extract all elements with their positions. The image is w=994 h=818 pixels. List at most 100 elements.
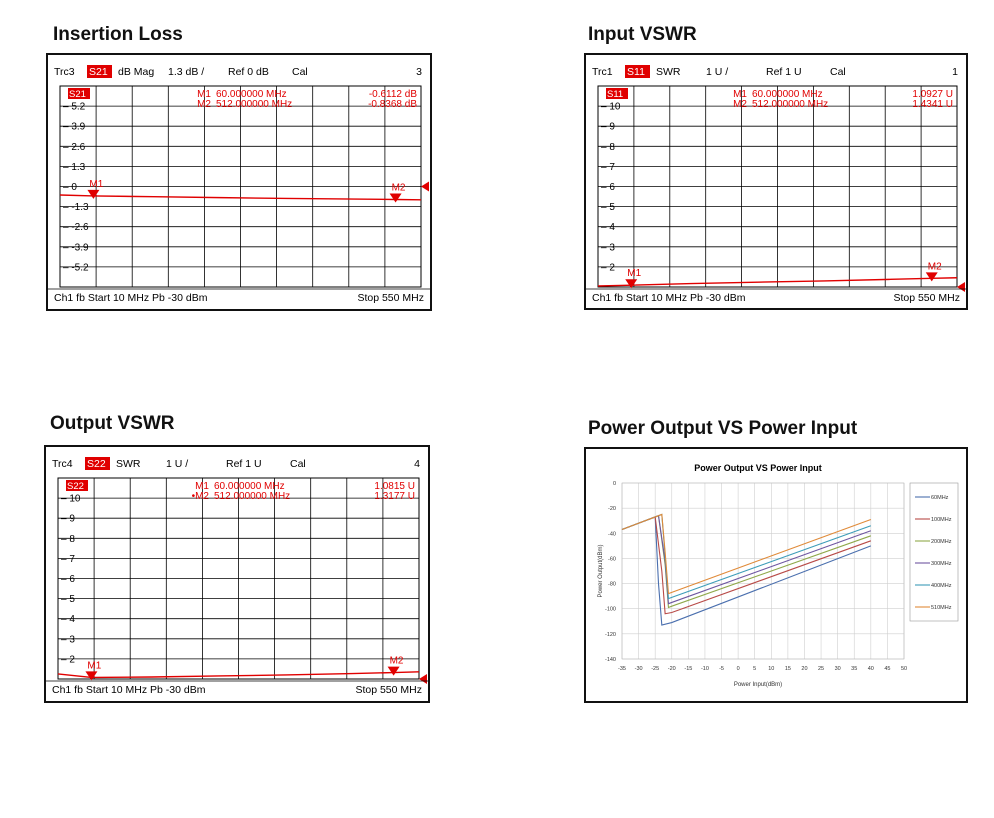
plot-frame xyxy=(621,482,905,660)
footer-right-label: Stop 550 MHz xyxy=(357,292,424,304)
param-badge xyxy=(87,65,112,78)
format-label: dB Mag xyxy=(118,66,154,78)
ref-level-arrow xyxy=(421,181,429,192)
cal-label: Cal xyxy=(830,66,846,78)
marker-triangle xyxy=(389,193,402,203)
ref-label: Ref 1 U xyxy=(226,458,262,470)
y-tick-label: – 5 xyxy=(61,594,75,605)
marker-label: M1 xyxy=(87,660,101,671)
format-label: SWR xyxy=(116,458,141,470)
x-tick-label: 40 xyxy=(868,666,874,672)
x-tick-label: 20 xyxy=(801,666,807,672)
marker-label: M2 xyxy=(392,182,406,193)
input-vswr-title: Input VSWR xyxy=(588,24,697,45)
cal-label: Cal xyxy=(292,66,308,78)
y-tick-label: – 9 xyxy=(61,514,75,525)
marker-label: M1 xyxy=(627,268,641,279)
footer-right-label: Stop 550 MHz xyxy=(893,292,960,304)
trace-number: 4 xyxy=(414,458,420,470)
marker-triangle xyxy=(85,671,98,681)
x-tick-label: 5 xyxy=(753,666,756,672)
y-tick-label: -100 xyxy=(605,607,616,613)
y-tick-label: – 10 xyxy=(61,494,81,505)
y-tick-label: – 7 xyxy=(61,554,75,565)
y-tick-label: – 5 xyxy=(601,202,615,213)
param-label: S11 xyxy=(627,66,645,78)
x-tick-label: -35 xyxy=(618,666,626,672)
y-tick-label: – 10 xyxy=(601,102,621,113)
x-tick-label: -15 xyxy=(684,666,692,672)
marker-triangle xyxy=(87,189,100,199)
y-tick-label: – -5.2 xyxy=(63,262,89,273)
legend-label: 300MHz xyxy=(931,561,952,567)
marker-table-name: M1 xyxy=(197,89,211,100)
y-tick-label: – 4 xyxy=(61,614,75,625)
series-line-510MHz xyxy=(621,513,872,595)
ref-label: Ref 1 U xyxy=(766,66,802,78)
y-tick-label: – 7 xyxy=(601,162,615,173)
input-vswr-panel: Trc1 S11 SWR 1 U / Ref 1 U Cal 1 – 10 – 9 – 8 – 7 –… xyxy=(584,53,968,310)
marker-table-name: M1 xyxy=(195,481,209,492)
insertion-loss-chart: Trc3 S21 dB Mag 1.3 dB / Ref 0 dB Cal 3 – 5.2 – … xyxy=(48,65,430,304)
y-tick-label: -120 xyxy=(605,632,616,638)
y-tick-label: -20 xyxy=(608,506,616,512)
x-tick-label: -10 xyxy=(701,666,709,672)
y-tick-label: -40 xyxy=(608,531,616,537)
ref-label: Ref 0 dB xyxy=(228,66,269,78)
y-tick-label: – 9 xyxy=(601,122,615,133)
y-tick-label: – 2 xyxy=(61,654,75,665)
x-axis-label: Power Input(dBm) xyxy=(734,682,782,688)
legend-label: 200MHz xyxy=(931,539,952,545)
legend-label: 510MHz xyxy=(931,605,952,611)
output-vswr-title: Output VSWR xyxy=(50,413,175,434)
insertion-loss-panel: Trc3 S21 dB Mag 1.3 dB / Ref 0 dB Cal 3 – 5.2 – … xyxy=(46,53,432,311)
footer-right-label: Stop 550 MHz xyxy=(355,684,422,696)
marker-table-freq: 60.000000 MHz xyxy=(214,481,285,492)
marker-triangle xyxy=(925,272,938,282)
footer-left-label: Ch1 fb Start 10 MHz Pb -30 dBm xyxy=(592,292,746,304)
marker-table-value: -0.6112 dB xyxy=(369,89,418,100)
grid-param-label: S22 xyxy=(67,481,84,492)
marker-label: M2 xyxy=(928,261,942,272)
legend-label: 400MHz xyxy=(931,583,952,589)
marker-table-value: 1.3177 U xyxy=(374,491,415,502)
scale-label: 1 U / xyxy=(706,66,728,78)
y-tick-label: -60 xyxy=(608,556,616,562)
marker-table-freq: 512.000000 MHz xyxy=(752,99,828,110)
power-chart-title: Power Output VS Power Input xyxy=(588,418,858,439)
marker-triangle xyxy=(625,279,638,289)
cal-label: Cal xyxy=(290,458,306,470)
y-tick-label: – 6 xyxy=(61,574,75,585)
x-tick-label: -30 xyxy=(635,666,643,672)
trace-id-label: Trc1 xyxy=(592,66,613,78)
y-tick-label: – 3.9 xyxy=(63,122,86,133)
x-tick-label: -25 xyxy=(651,666,659,672)
marker-table-freq: 512.000000 MHz xyxy=(216,99,292,110)
y-tick-label: – 5.2 xyxy=(63,102,86,113)
param-badge xyxy=(625,65,650,78)
y-tick-label: -140 xyxy=(605,657,616,663)
footer-left-label: Ch1 fb Start 10 MHz Pb -30 dBm xyxy=(52,684,206,696)
param-badge xyxy=(85,457,110,470)
input-vswr-chart: Trc1 S11 SWR 1 U / Ref 1 U Cal 1 – 10 – 9 – 8 – 7 –… xyxy=(586,65,966,304)
param-label: S22 xyxy=(87,458,106,470)
trace-number: 1 xyxy=(952,66,958,78)
output-vswr-panel: Trc4 S22 SWR 1 U / Ref 1 U Cal 4 – 10 – 9 – 8 – 7 –… xyxy=(44,445,430,703)
y-tick-label: – 0 xyxy=(63,182,77,193)
y-tick-label: – 6 xyxy=(601,182,615,193)
marker-table-freq: 512.000000 MHz xyxy=(214,491,290,502)
power-chart-heading: Power Output VS Power Input xyxy=(694,463,822,473)
x-tick-label: 45 xyxy=(884,666,890,672)
x-tick-label: -5 xyxy=(719,666,724,672)
marker-table-freq: 60.000000 MHz xyxy=(216,89,287,100)
y-tick-label: – 8 xyxy=(601,142,615,153)
ref-level-arrow xyxy=(419,674,427,684)
ref-level-arrow xyxy=(957,282,965,292)
marker-table-value: 1.0927 U xyxy=(912,89,953,100)
marker-triangle xyxy=(387,666,400,676)
marker-table-name: M2 xyxy=(733,99,747,110)
y-axis-label: Power Output(dBm) xyxy=(598,544,604,597)
param-label: S21 xyxy=(89,66,108,78)
y-tick-label: – 3 xyxy=(61,634,75,645)
marker-table-value: 1.4341 U xyxy=(912,99,953,110)
